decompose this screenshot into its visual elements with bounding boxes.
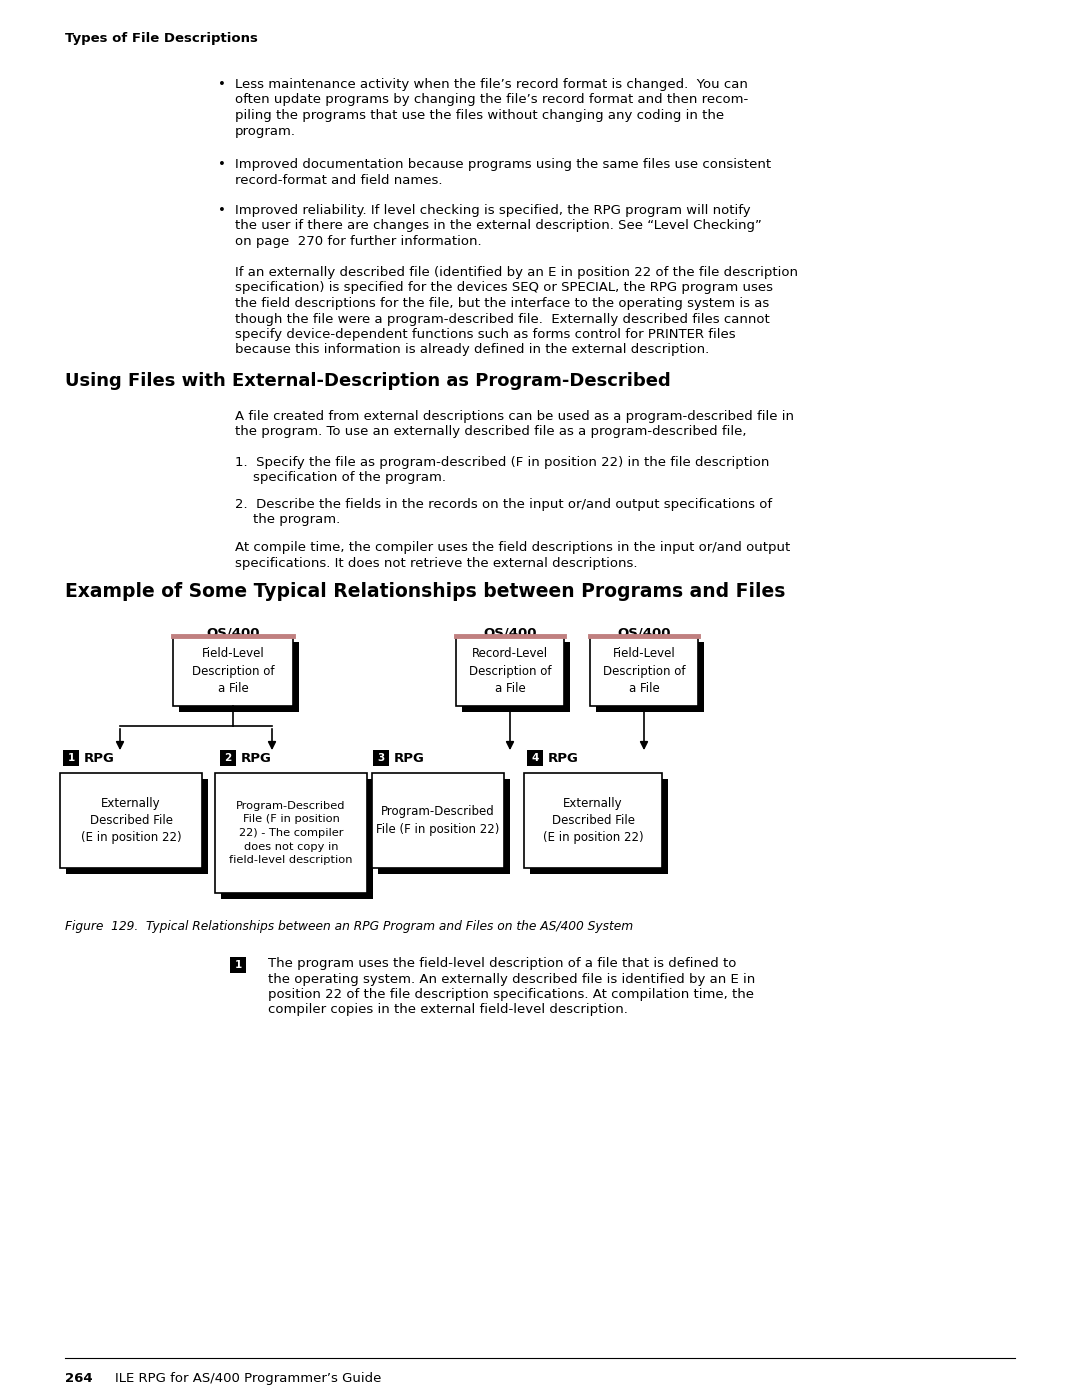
Text: •: •	[218, 204, 226, 217]
Bar	[527, 750, 543, 766]
Text: RPG: RPG	[241, 752, 272, 764]
Text: RPG: RPG	[548, 752, 579, 764]
Text: Figure  129.  Typical Relationships between an RPG Program and Files on the AS/4: Figure 129. Typical Relationships betwee…	[65, 921, 633, 933]
Bar	[378, 780, 510, 875]
Text: compiler copies in the external field-level description.: compiler copies in the external field-le…	[268, 1003, 627, 1017]
Text: Program-Described
File (F in position
22) - The compiler
does not copy in
field-: Program-Described File (F in position 22…	[229, 800, 353, 865]
Bar	[66, 780, 208, 875]
Text: Externally
Described File
(E in position 22): Externally Described File (E in position…	[81, 796, 181, 845]
Text: program.: program.	[235, 124, 296, 137]
Text: record-format and field names.: record-format and field names.	[235, 173, 443, 187]
Text: Program-Described
File (F in position 22): Program-Described File (F in position 22…	[376, 805, 500, 835]
Bar	[230, 957, 246, 972]
Bar	[215, 773, 367, 893]
Text: OS/400: OS/400	[618, 626, 671, 638]
Text: 4: 4	[531, 753, 539, 763]
Text: 264: 264	[65, 1372, 93, 1384]
Text: 3: 3	[377, 753, 384, 763]
Text: Types of File Descriptions: Types of File Descriptions	[65, 32, 258, 45]
Text: the operating system. An externally described file is identified by an E in: the operating system. An externally desc…	[268, 972, 755, 985]
Text: •: •	[218, 158, 226, 170]
Text: Less maintenance activity when the file’s record format is changed.  You can: Less maintenance activity when the file’…	[235, 78, 747, 91]
Text: Field-Level
Description of
a File: Field-Level Description of a File	[192, 647, 274, 694]
Text: •: •	[218, 78, 226, 91]
Bar	[220, 750, 237, 766]
Bar	[179, 643, 299, 712]
Text: often update programs by changing the file’s record format and then recom-: often update programs by changing the fi…	[235, 94, 748, 106]
Text: the program. To use an externally described file as a program-described file,: the program. To use an externally descri…	[235, 426, 746, 439]
Text: RPG: RPG	[84, 752, 114, 764]
Text: OS/400: OS/400	[206, 626, 260, 638]
Text: 2: 2	[225, 753, 231, 763]
Text: Record-Level
Description of
a File: Record-Level Description of a File	[469, 647, 551, 694]
Text: specification of the program.: specification of the program.	[253, 472, 446, 485]
Text: though the file were a program-described file.  Externally described files canno: though the file were a program-described…	[235, 313, 770, 326]
Bar	[456, 636, 564, 705]
Text: piling the programs that use the files without changing any coding in the: piling the programs that use the files w…	[235, 109, 724, 122]
Bar	[524, 773, 662, 868]
Text: the field descriptions for the file, but the interface to the operating system i: the field descriptions for the file, but…	[235, 298, 769, 310]
Text: OS/400: OS/400	[483, 626, 537, 638]
Text: 1.  Specify the file as program-described (F in position 22) in the file descrip: 1. Specify the file as program-described…	[235, 455, 769, 469]
Text: 1: 1	[234, 960, 242, 970]
Bar	[596, 643, 704, 712]
Text: Field-Level
Description of
a File: Field-Level Description of a File	[603, 647, 685, 694]
Text: specifications. It does not retrieve the external descriptions.: specifications. It does not retrieve the…	[235, 556, 637, 570]
Text: Externally
Described File
(E in position 22): Externally Described File (E in position…	[542, 796, 644, 845]
Text: 2.  Describe the fields in the records on the input or/and output specifications: 2. Describe the fields in the records on…	[235, 497, 772, 511]
Bar	[590, 636, 698, 705]
Text: If an externally described file (identified by an E in position 22 of the file d: If an externally described file (identif…	[235, 265, 798, 279]
Text: ILE RPG for AS/400 Programmer’s Guide: ILE RPG for AS/400 Programmer’s Guide	[114, 1372, 381, 1384]
Bar	[462, 643, 570, 712]
Text: RPG: RPG	[394, 752, 424, 764]
Bar	[373, 750, 389, 766]
Text: the user if there are changes in the external description. See “Level Checking”: the user if there are changes in the ext…	[235, 219, 761, 232]
Text: on page  270 for further information.: on page 270 for further information.	[235, 235, 482, 249]
Text: Improved reliability. If level checking is specified, the RPG program will notif: Improved reliability. If level checking …	[235, 204, 751, 217]
Text: specification) is specified for the devices SEQ or SPECIAL, the RPG program uses: specification) is specified for the devi…	[235, 282, 773, 295]
Text: At compile time, the compiler uses the field descriptions in the input or/and ou: At compile time, the compiler uses the f…	[235, 541, 791, 555]
Bar	[173, 636, 293, 705]
Text: The program uses the field-level description of a file that is defined to: The program uses the field-level descrip…	[268, 957, 737, 970]
Text: specify device-dependent functions such as forms control for PRINTER files: specify device-dependent functions such …	[235, 328, 735, 341]
Bar	[372, 773, 504, 868]
Bar	[221, 780, 373, 900]
Text: the program.: the program.	[253, 514, 340, 527]
Text: Example of Some Typical Relationships between Programs and Files: Example of Some Typical Relationships be…	[65, 583, 785, 601]
Text: A file created from external descriptions can be used as a program-described fil: A file created from external description…	[235, 409, 794, 423]
Text: Using Files with External-Description as Program-Described: Using Files with External-Description as…	[65, 372, 671, 390]
Bar	[60, 773, 202, 868]
Text: because this information is already defined in the external description.: because this information is already defi…	[235, 344, 710, 356]
Text: 1: 1	[67, 753, 75, 763]
Bar	[63, 750, 79, 766]
Bar	[530, 780, 669, 875]
Text: position 22 of the file description specifications. At compilation time, the: position 22 of the file description spec…	[268, 988, 754, 1002]
Text: Improved documentation because programs using the same files use consistent: Improved documentation because programs …	[235, 158, 771, 170]
